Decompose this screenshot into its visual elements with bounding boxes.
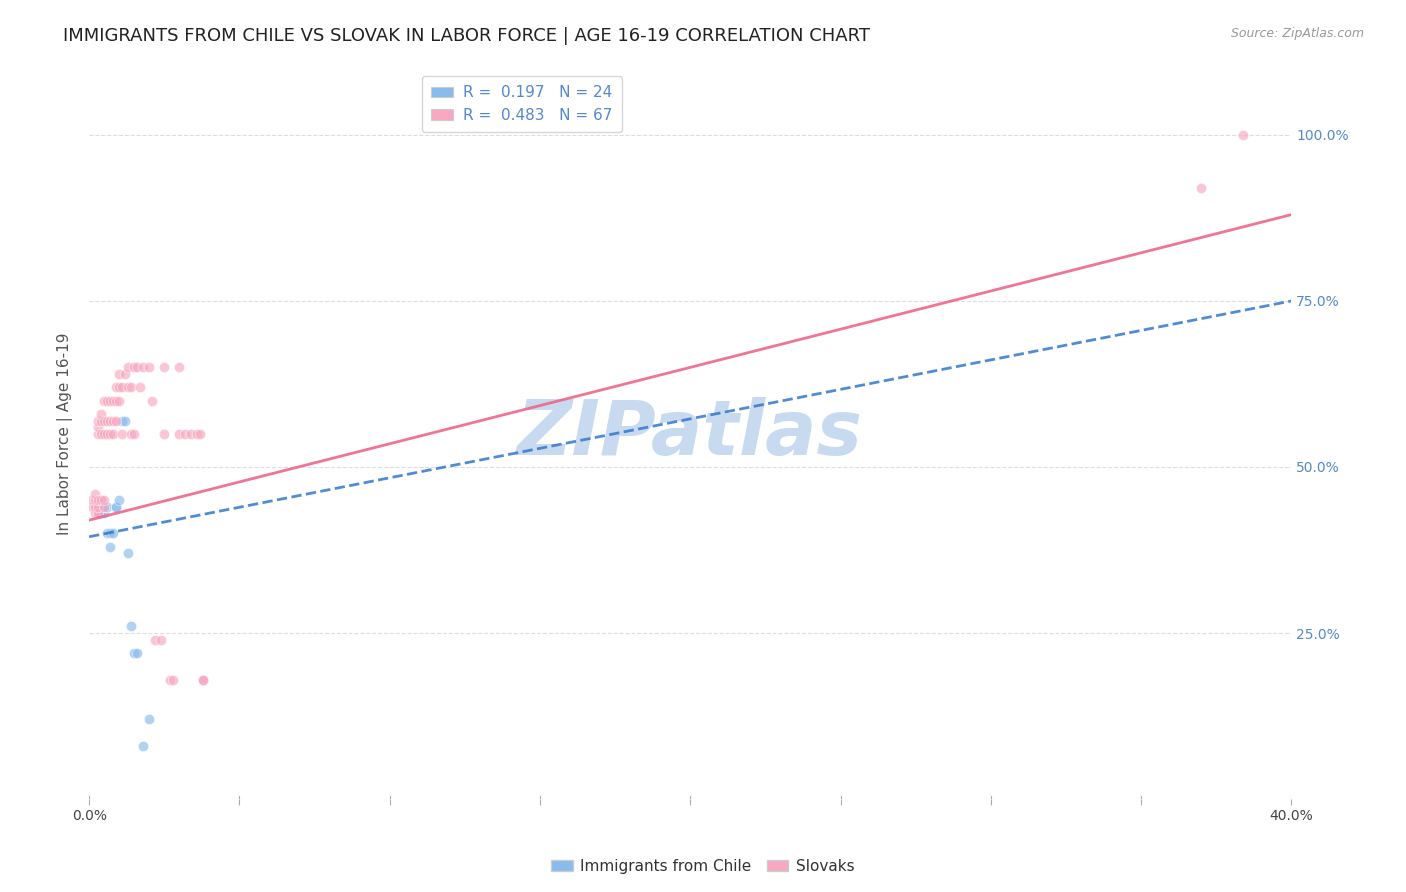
Point — [122, 426, 145, 441]
Point — [193, 673, 215, 687]
Point — [150, 632, 173, 647]
Point — [90, 500, 112, 514]
Point — [120, 380, 142, 394]
Point — [174, 426, 197, 441]
Point — [108, 380, 131, 394]
Point — [93, 507, 115, 521]
Point — [93, 493, 115, 508]
Point — [87, 500, 110, 514]
Point — [98, 426, 121, 441]
Point — [132, 360, 155, 375]
Point — [103, 413, 125, 427]
Point — [82, 493, 104, 508]
Point — [193, 673, 215, 687]
Point — [90, 413, 112, 427]
Point — [105, 393, 128, 408]
Point — [103, 393, 125, 408]
Point — [93, 413, 115, 427]
Point — [129, 380, 152, 394]
Point — [108, 493, 131, 508]
Point — [98, 413, 121, 427]
Y-axis label: In Labor Force | Age 16-19: In Labor Force | Age 16-19 — [58, 333, 73, 535]
Point — [127, 646, 149, 660]
Point — [87, 413, 110, 427]
Point — [98, 540, 121, 554]
Point — [90, 493, 112, 508]
Point — [84, 493, 107, 508]
Point — [90, 507, 112, 521]
Legend: R =  0.197   N = 24, R =  0.483   N = 67: R = 0.197 N = 24, R = 0.483 N = 67 — [422, 76, 621, 132]
Point — [105, 380, 128, 394]
Point — [162, 673, 184, 687]
Point — [98, 393, 121, 408]
Point — [111, 380, 134, 394]
Point — [84, 486, 107, 500]
Point — [93, 500, 115, 514]
Point — [120, 619, 142, 633]
Legend: Immigrants from Chile, Slovaks: Immigrants from Chile, Slovaks — [546, 853, 860, 880]
Point — [90, 407, 112, 421]
Point — [153, 426, 176, 441]
Point — [117, 360, 139, 375]
Point — [105, 500, 128, 514]
Point — [122, 360, 145, 375]
Point — [169, 426, 191, 441]
Point — [132, 739, 155, 753]
Point — [90, 493, 112, 508]
Point — [96, 500, 118, 514]
Point — [105, 413, 128, 427]
Point — [1232, 128, 1254, 142]
Point — [103, 426, 125, 441]
Point — [169, 360, 191, 375]
Point — [138, 712, 160, 726]
Text: Source: ZipAtlas.com: Source: ZipAtlas.com — [1230, 27, 1364, 40]
Point — [93, 393, 115, 408]
Point — [111, 413, 134, 427]
Text: ZIPatlas: ZIPatlas — [517, 397, 863, 471]
Point — [143, 632, 166, 647]
Point — [87, 500, 110, 514]
Point — [114, 367, 136, 381]
Point — [153, 360, 176, 375]
Point — [188, 426, 211, 441]
Point — [141, 393, 163, 408]
Point — [84, 500, 107, 514]
Point — [87, 493, 110, 508]
Point — [127, 360, 149, 375]
Point — [84, 507, 107, 521]
Point — [96, 393, 118, 408]
Point — [186, 426, 208, 441]
Point — [90, 426, 112, 441]
Point — [180, 426, 202, 441]
Point — [1189, 181, 1212, 195]
Text: IMMIGRANTS FROM CHILE VS SLOVAK IN LABOR FORCE | AGE 16-19 CORRELATION CHART: IMMIGRANTS FROM CHILE VS SLOVAK IN LABOR… — [63, 27, 870, 45]
Point — [117, 380, 139, 394]
Point — [98, 526, 121, 541]
Point — [87, 507, 110, 521]
Point — [108, 367, 131, 381]
Point — [93, 500, 115, 514]
Point — [96, 426, 118, 441]
Point — [138, 360, 160, 375]
Point — [103, 526, 125, 541]
Point — [87, 507, 110, 521]
Point — [82, 500, 104, 514]
Point — [105, 500, 128, 514]
Point — [122, 646, 145, 660]
Point — [84, 500, 107, 514]
Point — [111, 426, 134, 441]
Point — [114, 413, 136, 427]
Point — [96, 413, 118, 427]
Point — [96, 526, 118, 541]
Point — [120, 426, 142, 441]
Point — [87, 420, 110, 434]
Point — [108, 393, 131, 408]
Point — [159, 673, 181, 687]
Point — [87, 426, 110, 441]
Point — [117, 546, 139, 560]
Point — [93, 426, 115, 441]
Point — [193, 673, 215, 687]
